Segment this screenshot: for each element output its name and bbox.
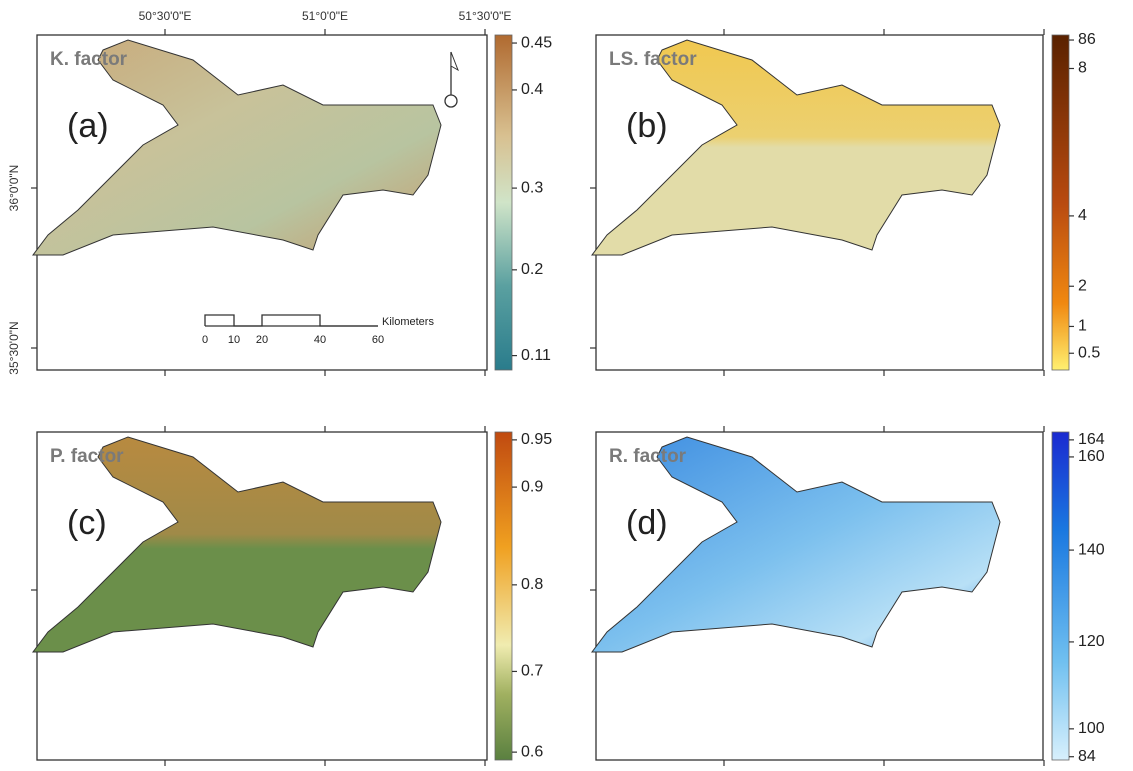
- latitude-label: 36°0'0"N: [7, 165, 21, 212]
- colorbar-tick-label: 0.7: [521, 663, 543, 680]
- colorbar-tick-label: 1: [1078, 318, 1087, 335]
- colorbar-tick-label: 0.8: [521, 576, 543, 593]
- colorbar-tick-label: 164: [1078, 431, 1105, 448]
- scale-tick-label: 40: [314, 334, 326, 346]
- colorbar-tick-label: 160: [1078, 448, 1105, 465]
- colorbar-tick-label: 0.2: [521, 261, 543, 278]
- panel-title: P. factor: [50, 446, 124, 467]
- panel-title: LS. factor: [609, 49, 697, 70]
- colorbar: [495, 35, 512, 370]
- panel-label: (c): [67, 504, 107, 542]
- colorbar-tick-label: 84: [1078, 748, 1096, 765]
- latitude-label: 35°30'0"N: [7, 321, 21, 374]
- colorbar-tick-label: 0.3: [521, 179, 543, 196]
- colorbar-tick-label: 0.5: [1078, 344, 1100, 361]
- scale-tick-label: 20: [256, 334, 268, 346]
- panel-label: (b): [626, 107, 668, 145]
- scale-tick-label: 10: [228, 334, 240, 346]
- colorbar-tick-label: 8: [1078, 60, 1087, 77]
- panels: K. factor (a) 0.45 0.4 0.3 0.2 0.11 LS. factor (…: [31, 29, 1105, 766]
- longitude-label: 51°30'0"E: [459, 9, 512, 23]
- colorbar-tick-label: 120: [1078, 633, 1105, 650]
- colorbar-tick-label: 0.9: [521, 478, 543, 495]
- scale-unit: Kilometers: [382, 316, 434, 328]
- colorbar-tick-label: 140: [1078, 541, 1105, 558]
- colorbar-tick-label: 100: [1078, 720, 1105, 737]
- colorbar-tick-label: 0.6: [521, 743, 543, 760]
- colorbar: [1052, 35, 1069, 370]
- panel-label: (d): [626, 504, 668, 542]
- colorbar-tick-label: 0.45: [521, 34, 552, 51]
- scale-tick-label: 0: [202, 334, 208, 346]
- panel-title: K. factor: [50, 49, 128, 70]
- colorbar-tick-label: 4: [1078, 207, 1087, 224]
- longitude-label: 50°30'0"E: [139, 9, 192, 23]
- colorbar: [1052, 432, 1069, 760]
- colorbar: [495, 432, 512, 760]
- colorbar-tick-label: 86: [1078, 31, 1096, 48]
- scale-tick-label: 60: [372, 334, 384, 346]
- colorbar-tick-label: 0.95: [521, 431, 552, 448]
- longitude-label: 51°0'0"E: [302, 9, 348, 23]
- panel-label: (a): [67, 107, 109, 145]
- colorbar-tick-label: 0.11: [521, 347, 551, 364]
- colorbar-tick-label: 0.4: [521, 81, 543, 98]
- figure: K. factor (a) 0.45 0.4 0.3 0.2 0.11 LS. factor (…: [0, 0, 1133, 771]
- colorbar-tick-label: 2: [1078, 277, 1087, 294]
- panel-title: R. factor: [609, 446, 687, 467]
